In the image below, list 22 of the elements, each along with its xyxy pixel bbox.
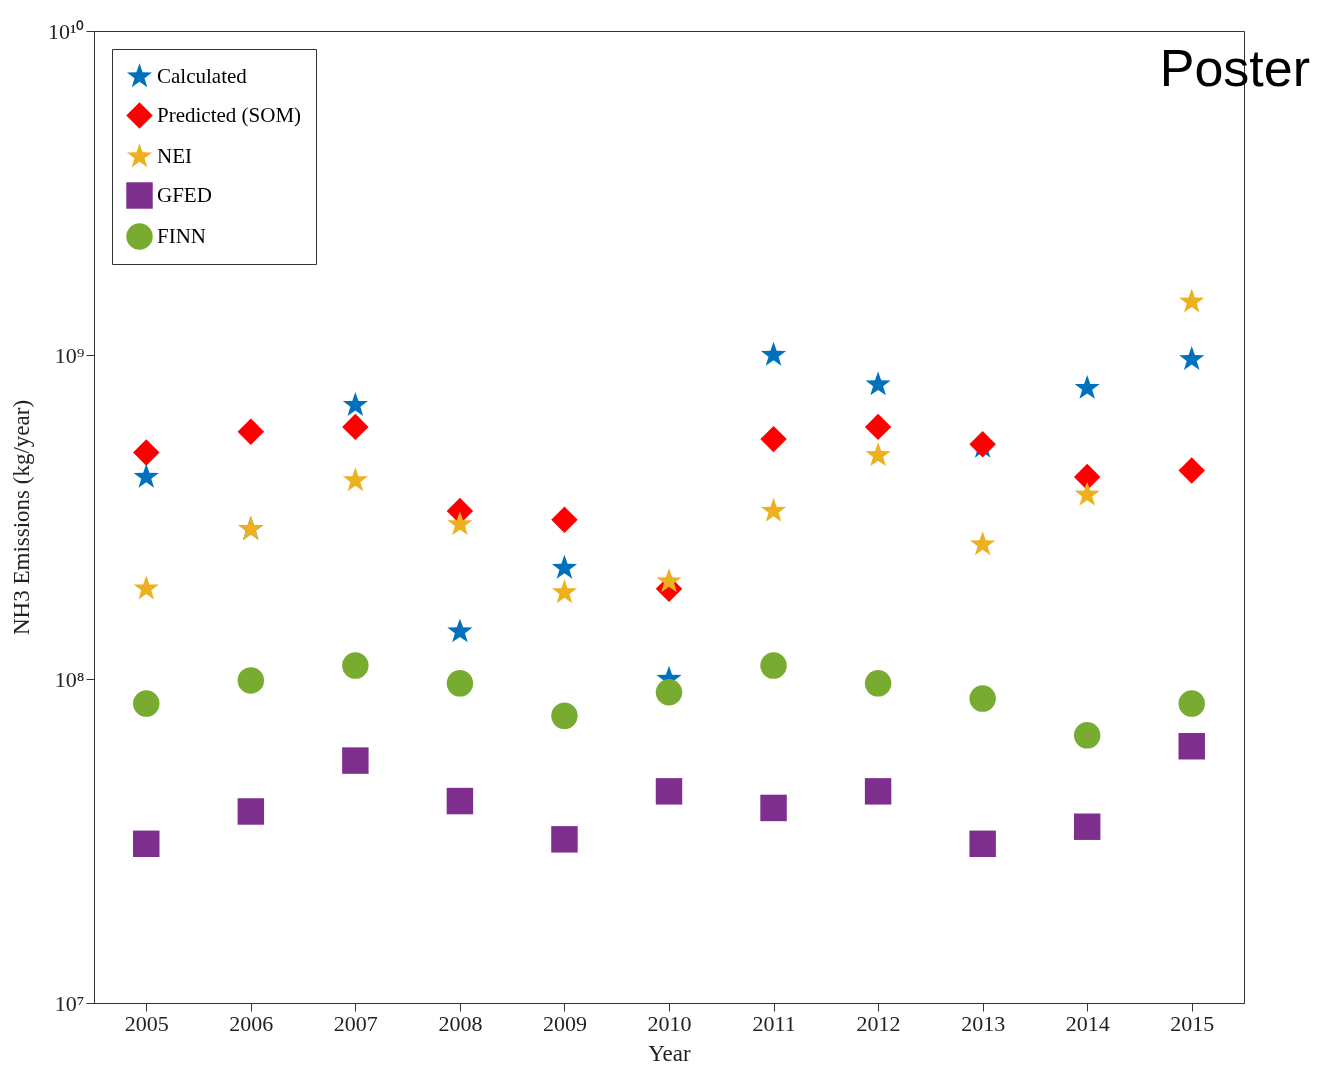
legend-label: GFED bbox=[157, 182, 212, 207]
x-tick-label: 2012 bbox=[856, 1010, 901, 1036]
x-tick-label: 2008 bbox=[438, 1010, 483, 1036]
x-tick-label: 2011 bbox=[752, 1010, 796, 1036]
x-axis-title: Year bbox=[648, 1040, 692, 1066]
y-tick-label: 10⁹ bbox=[54, 342, 85, 368]
legend-label: NEI bbox=[157, 143, 192, 168]
legend-label: Predicted (SOM) bbox=[157, 102, 302, 127]
x-tick-label: 2010 bbox=[647, 1010, 692, 1036]
legend-label: Calculated bbox=[157, 63, 248, 88]
x-tick-label: 2006 bbox=[229, 1010, 274, 1036]
legend-label: FINN bbox=[157, 223, 207, 248]
x-tick-label: 2014 bbox=[1065, 1010, 1110, 1036]
x-tick-label: 2005 bbox=[124, 1010, 169, 1036]
x-tick-label: 2007 bbox=[333, 1010, 378, 1036]
x-tick-label: 2015 bbox=[1170, 1010, 1215, 1036]
y-tick-label: 10⁷ bbox=[54, 990, 85, 1016]
y-tick-label: 10⁸ bbox=[54, 666, 85, 692]
y-tick-label: 10¹⁰ bbox=[47, 18, 85, 44]
x-tick-label: 2009 bbox=[542, 1010, 587, 1036]
x-tick-label: 2013 bbox=[961, 1010, 1006, 1036]
y-axis-title: NH3 Emissions (kg/year) bbox=[8, 399, 34, 636]
